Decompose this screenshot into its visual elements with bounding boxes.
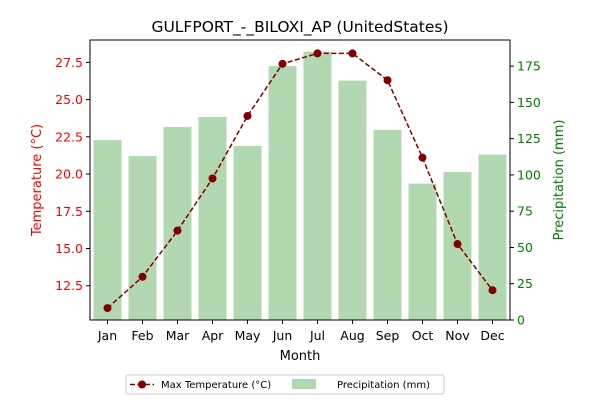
right-y-tick-label: 150 (517, 95, 541, 110)
right-y-tick-label: 100 (517, 167, 541, 182)
temperature-point-jun (278, 59, 287, 68)
precipitation-bar-oct (408, 183, 437, 320)
left-y-axis-label: Temperature (°C) (30, 124, 45, 237)
x-tick-label: Feb (131, 328, 153, 343)
right-y-tick-label: 175 (517, 59, 541, 74)
left-y-tick-label: 20.0 (55, 167, 83, 182)
temperature-point-jul (313, 49, 322, 58)
precipitation-bar-mar (163, 127, 192, 320)
x-tick-label: Sep (376, 328, 400, 343)
temperature-point-apr (208, 174, 217, 183)
plot-frame (89, 39, 511, 321)
left-y-tick-label: 25.0 (55, 92, 83, 107)
x-axis-label: Month (280, 349, 321, 364)
temperature-point-oct (418, 153, 427, 162)
right-y-tick-label: 75 (517, 204, 533, 219)
precipitation-bars (93, 51, 507, 321)
legend: Max Temperature (°C) Precipitation (mm) (125, 374, 445, 395)
temperature-point-dec (488, 286, 497, 295)
left-y-axis: 12.5 15.0 17.5 20.0 22.5 25.0 27.5 (55, 55, 90, 293)
x-tick-label: May (235, 328, 261, 343)
left-y-tick-label: 12.5 (55, 278, 83, 293)
legend-frame (125, 374, 445, 395)
precipitation-bar-sep (373, 129, 402, 320)
right-y-tick-label: 50 (517, 240, 533, 255)
left-y-tick-label: 22.5 (55, 129, 83, 144)
x-tick-label: Mar (166, 328, 190, 343)
right-y-tick-label: 125 (517, 131, 541, 146)
x-tick-label: Dec (480, 328, 504, 343)
x-tick-label: Aug (340, 328, 364, 343)
precipitation-bar-jan (93, 140, 122, 320)
legend-precipitation-label: Precipitation (mm) (337, 380, 430, 391)
precipitation-bar-jun (268, 66, 297, 321)
right-y-axis-label: Precipitation (mm) (552, 120, 567, 241)
left-y-tick-label: 15.0 (55, 241, 83, 256)
precipitation-bar-may (233, 145, 262, 320)
temperature-point-jan (103, 304, 112, 313)
x-tick-label: Jun (272, 328, 293, 343)
precipitation-bar-feb (128, 156, 157, 320)
chart-title: GULFPORT_-_BILOXI_AP (UnitedStates) (151, 18, 448, 37)
right-y-tick-label: 25 (517, 276, 533, 291)
legend-temperature-label: Max Temperature (°C) (161, 380, 271, 391)
temperature-point-feb (138, 272, 147, 281)
temperature-point-nov (453, 240, 462, 249)
legend-precipitation-swatch (292, 379, 316, 389)
precipitation-bar-dec (478, 154, 507, 320)
temperature-point-sep (383, 76, 392, 85)
precipitation-bar-aug (338, 80, 367, 320)
temperature-line (103, 49, 497, 313)
x-tick-label: Oct (412, 328, 434, 343)
x-tick-label: Nov (445, 328, 470, 343)
right-y-tick-label: 0 (517, 313, 525, 328)
x-axis: Jan Feb Mar Apr May Jun Jul Aug Sep Oct Nov Dec (97, 320, 505, 343)
precipitation-bar-jul (303, 51, 332, 321)
x-tick-label: Apr (202, 328, 224, 343)
temperature-point-mar (173, 226, 182, 235)
right-y-axis: 0 25 50 75 100 125 150 175 (510, 59, 541, 328)
precipitation-bar-apr (198, 116, 227, 320)
x-tick-label: Jan (97, 328, 117, 343)
left-y-tick-label: 27.5 (55, 55, 83, 70)
temperature-series-line (107, 52, 494, 309)
legend-temperature-marker-dot (138, 380, 146, 389)
x-tick-label: Jul (309, 328, 325, 343)
left-y-tick-label: 17.5 (55, 204, 83, 219)
temperature-point-may (243, 111, 252, 120)
temperature-point-aug (348, 49, 357, 58)
